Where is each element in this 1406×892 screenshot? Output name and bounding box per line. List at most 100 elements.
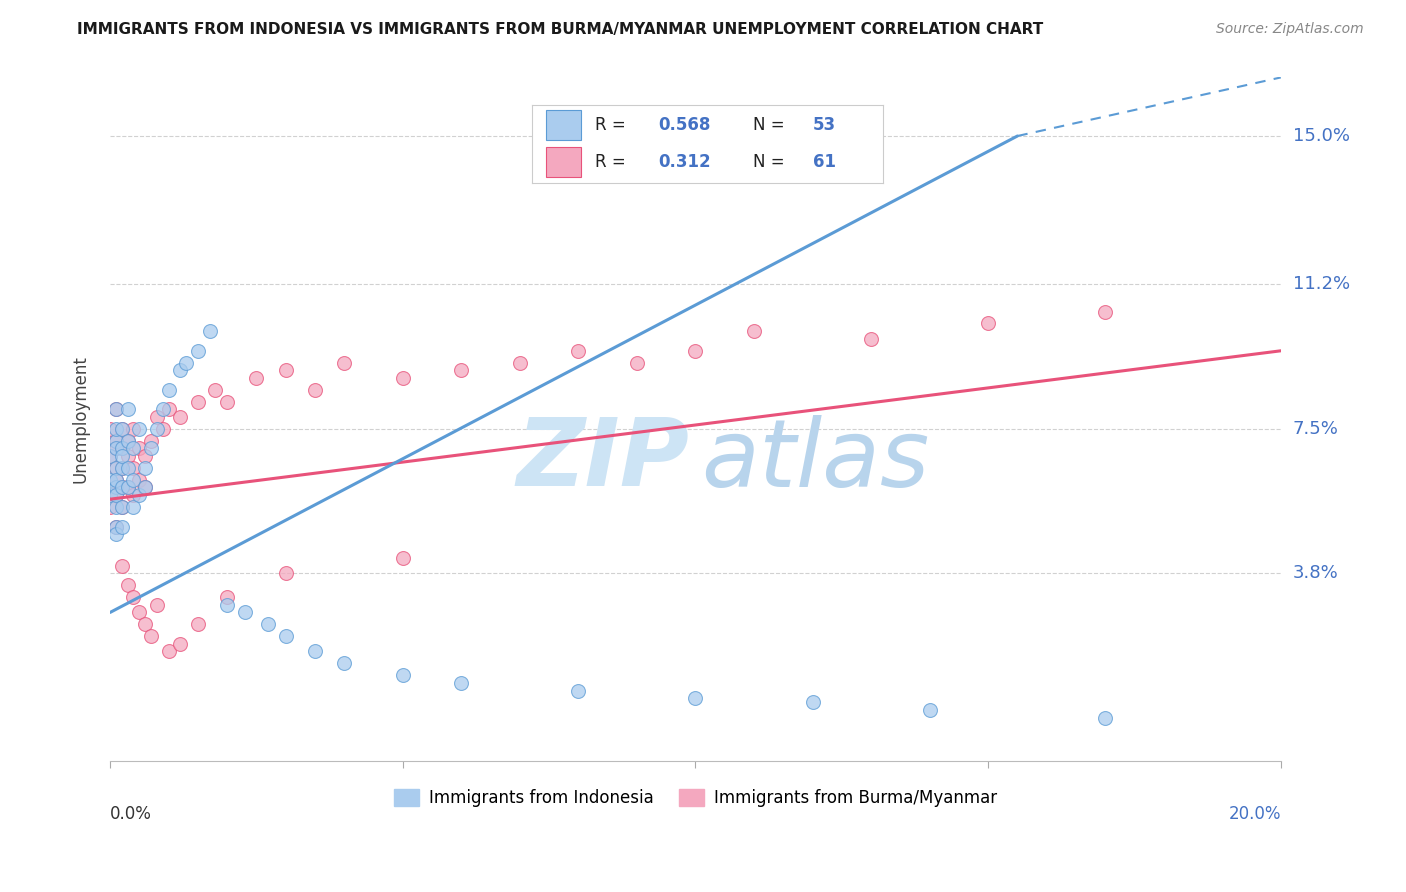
Point [685,343,707,358]
Point [111,442,134,456]
Text: 20.0%: 20.0% [1229,805,1281,823]
Point [128,473,150,487]
Point [257,617,280,632]
Point [104,500,127,514]
Point [860,332,883,346]
Point [117,480,139,494]
Point [977,317,1000,331]
Point [509,355,531,369]
Point [117,434,139,448]
Text: 3.8%: 3.8% [1292,565,1339,582]
Point [146,422,169,436]
Point [111,480,134,494]
Point [111,519,134,533]
Point [918,703,941,717]
Point [169,410,191,425]
Point [139,434,162,448]
Point [111,422,134,436]
Point [1094,711,1116,725]
Point [98,422,121,436]
Point [98,473,121,487]
Point [117,449,139,463]
Point [122,442,145,456]
Point [450,363,472,377]
Point [104,434,127,448]
Point [567,683,589,698]
Point [245,371,267,385]
Point [104,442,127,456]
Point [122,461,145,475]
Point [152,402,174,417]
Point [122,473,145,487]
Point [174,355,197,369]
Point [104,473,127,487]
Point [104,442,127,456]
Point [111,461,134,475]
Point [104,402,127,417]
Point [274,566,297,581]
Point [1094,304,1116,318]
Point [274,629,297,643]
Point [742,324,765,338]
Point [117,578,139,592]
Text: ZIP: ZIP [517,414,689,506]
Point [187,617,209,632]
Point [111,500,134,514]
Point [104,480,127,494]
Point [146,598,169,612]
Point [122,500,145,514]
Point [111,442,134,456]
Point [122,488,145,502]
Point [304,383,326,397]
Point [187,394,209,409]
Point [111,500,134,514]
Point [104,473,127,487]
Point [139,442,162,456]
Point [157,644,180,658]
Point [134,461,156,475]
Point [104,461,127,475]
Point [134,480,156,494]
Point [104,488,127,502]
Text: 7.5%: 7.5% [1292,420,1339,438]
Point [169,637,191,651]
Point [111,422,134,436]
Point [152,422,174,436]
Point [117,434,139,448]
Point [217,598,239,612]
Text: IMMIGRANTS FROM INDONESIA VS IMMIGRANTS FROM BURMA/MYANMAR UNEMPLOYMENT CORRELAT: IMMIGRANTS FROM INDONESIA VS IMMIGRANTS … [77,22,1043,37]
Point [104,519,127,533]
Text: 15.0%: 15.0% [1292,127,1350,145]
Point [567,343,589,358]
Point [217,590,239,604]
Point [122,590,145,604]
Point [169,363,191,377]
Point [128,488,150,502]
Point [122,422,145,436]
Point [204,383,226,397]
Text: 0.0%: 0.0% [110,805,152,823]
Point [157,402,180,417]
Point [128,422,150,436]
Point [104,434,127,448]
Point [134,480,156,494]
Text: Source: ZipAtlas.com: Source: ZipAtlas.com [1216,22,1364,37]
Point [391,668,413,682]
Point [134,449,156,463]
Point [333,657,356,671]
Point [134,617,156,632]
Point [274,363,297,377]
Point [128,442,150,456]
Point [111,461,134,475]
Point [98,449,121,463]
Point [104,527,127,541]
Point [98,500,121,514]
Point [104,402,127,417]
Point [104,519,127,533]
Point [111,558,134,573]
Point [146,410,169,425]
Legend: Immigrants from Indonesia, Immigrants from Burma/Myanmar: Immigrants from Indonesia, Immigrants fr… [387,782,1004,814]
Point [233,606,256,620]
Point [117,402,139,417]
Point [626,355,648,369]
